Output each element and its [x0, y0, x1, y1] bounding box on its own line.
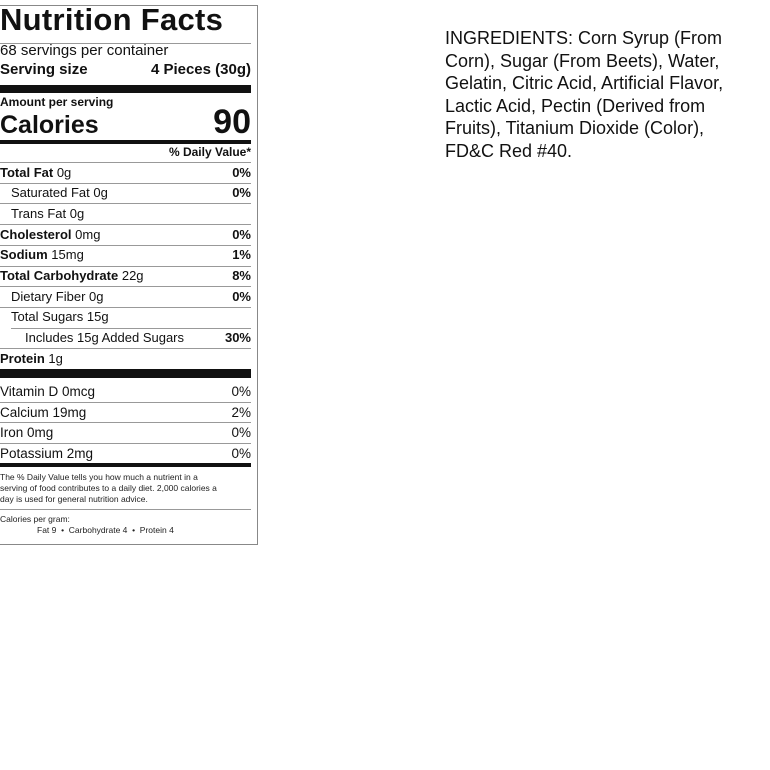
calories-label: Calories [0, 111, 99, 139]
ingredients-line: Corn), Sugar (From Beets), Water, [445, 50, 720, 71]
divider [11, 327, 251, 329]
calories-per-gram: Calories per gram: Fat 9 • Carbohydrate … [0, 514, 251, 536]
vitamin-daily-value: 0% [231, 384, 251, 399]
nutrient-name: Dietary Fiber 0g [11, 287, 103, 307]
nutrient-label: Dietary Fiber 0g [11, 288, 104, 304]
vitamin-row: Potassium 2mg 0% [0, 444, 251, 464]
divider [0, 224, 251, 226]
divider [0, 43, 251, 44]
nutrient-row: Dietary Fiber 0g 0% [11, 287, 251, 307]
nutrient-name: Total Sugars 15g [11, 307, 109, 327]
nutrient-row: Total Carbohydrate 22g 8% [0, 266, 251, 286]
footnote-line: day is used for general nutrition advice… [0, 494, 148, 504]
nutrient-row: Sodium 15mg 1% [0, 245, 251, 265]
nutrient-daily-value: 0% [232, 226, 251, 242]
nutrient-name: Protein 1g [0, 349, 63, 369]
nutrient-amount: 0mg [75, 226, 101, 242]
nutrient-label: Total Sugars 15g [11, 309, 109, 325]
footnote-line: The % Daily Value tells you how much a n… [0, 472, 198, 482]
nutrient-name: Sodium 15mg [0, 245, 84, 265]
nutrient-daily-value: 1% [232, 247, 251, 263]
nutrient-label: Cholesterol [0, 226, 72, 242]
nutrient-name: Total Fat 0g [0, 163, 71, 183]
serving-size: Serving size 4 Pieces (30g) [0, 61, 251, 78]
ingredients-text: INGREDIENTS: Corn Syrup (From Corn), Sug… [445, 27, 723, 162]
divider [0, 286, 251, 288]
vitamin-daily-value: 0% [231, 446, 251, 462]
vitamin-name: Potassium 2mg [0, 446, 94, 462]
vitamin-name: Calcium 19mg [0, 404, 87, 420]
nutrient-daily-value: 8% [232, 268, 251, 283]
divider [0, 244, 251, 246]
divider [0, 203, 251, 205]
ingredients-line: FD&C Red #40. [445, 140, 573, 161]
divider [0, 182, 251, 184]
nutrient-row: Trans Fat 0g [11, 204, 251, 224]
nutrient-row: Saturated Fat 0g 0% [11, 183, 251, 203]
medium-divider [0, 140, 251, 144]
footnote-line: serving of food contributes to a daily d… [0, 483, 217, 493]
nutrient-label: Protein [0, 350, 45, 366]
nutrient-label: Total Fat [0, 164, 54, 180]
ingredients-line: Fruits), Titanium Dioxide (Color), [445, 118, 705, 138]
nutrient-row: Cholesterol 0mg 0% [0, 225, 251, 245]
nutrient-label: Saturated Fat 0g [11, 185, 108, 201]
nutrient-amount: 0g [56, 164, 72, 180]
footnote: The % Daily Value tells you how much a n… [0, 472, 251, 505]
vitamin-row: Vitamin D 0mcg 0% [0, 382, 251, 402]
nutrient-amount: 22g [121, 268, 144, 283]
ingredients-line: Gelatin, Citric Acid, Artificial Flavor, [445, 73, 724, 93]
nutrient-name: Includes 15g Added Sugars [25, 328, 184, 348]
nutrient-name: Total Carbohydrate 22g [0, 266, 144, 286]
divider [0, 509, 251, 510]
nutrition-facts-label: Nutrition Facts 68 servings per containe… [0, 2, 258, 545]
nutrient-daily-value: 0% [232, 164, 251, 180]
nutrient-daily-value: 0% [232, 288, 251, 304]
nutrient-daily-value: 30% [224, 330, 251, 346]
nutrient-row: Total Fat 0g 0% [0, 163, 251, 183]
ingredients-line: INGREDIENTS: Corn Syrup (From [445, 28, 723, 48]
vitamin-row: Iron 0mg 0% [0, 423, 251, 443]
daily-value-header: % Daily Value* [168, 145, 251, 159]
nutrient-name: Saturated Fat 0g [11, 183, 108, 203]
nutrient-daily-value: 0% [232, 185, 251, 201]
ingredients-line: Lactic Acid, Pectin (Derived from [445, 95, 706, 116]
divider [0, 401, 251, 403]
serving-size-value: 4 Pieces (30g) [150, 61, 251, 78]
nutrient-row: Includes 15g Added Sugars 30% [25, 328, 251, 348]
vitamin-row: Calcium 19mg 2% [0, 403, 251, 423]
divider [0, 348, 251, 350]
divider [0, 162, 251, 163]
calories-per-gram-label: Calories per gram: [0, 514, 70, 524]
nutrient-label: Trans Fat 0g [11, 205, 85, 221]
vitamin-name: Vitamin D 0mcg [0, 384, 96, 399]
divider [0, 306, 251, 308]
calories-value: 90 [213, 103, 251, 141]
thick-divider [0, 369, 251, 378]
divider [0, 443, 251, 445]
serving-size-label: Serving size [0, 61, 88, 78]
amount-per-serving: Amount per serving [0, 95, 114, 109]
calories-per-gram-values: Fat 9 • Carbohydrate 4 • Protein 4 [37, 525, 174, 535]
vitamin-daily-value: 2% [231, 404, 251, 420]
calories-row: Calories 90 [0, 104, 251, 140]
nutrient-row: Protein 1g [0, 349, 251, 369]
nutrient-name: Trans Fat 0g [11, 204, 84, 224]
divider [0, 265, 251, 267]
medium-divider [0, 463, 251, 467]
thick-divider [0, 85, 251, 93]
nutrient-label: Includes 15g Added Sugars [25, 330, 185, 346]
vitamin-daily-value: 0% [231, 425, 251, 441]
nutrient-amount: 1g [48, 350, 63, 366]
nutrient-label: Total Carbohydrate [0, 268, 119, 283]
servings-per-container: 68 servings per container [0, 42, 169, 59]
vitamin-name: Iron 0mg [0, 425, 54, 441]
divider [0, 422, 251, 424]
nutrient-row: Total Sugars 15g [11, 307, 251, 327]
nutrient-label: Sodium [0, 247, 48, 263]
nutrient-amount: 15mg [51, 247, 84, 263]
nutrient-name: Cholesterol 0mg [0, 225, 100, 245]
label-title: Nutrition Facts [0, 2, 224, 37]
